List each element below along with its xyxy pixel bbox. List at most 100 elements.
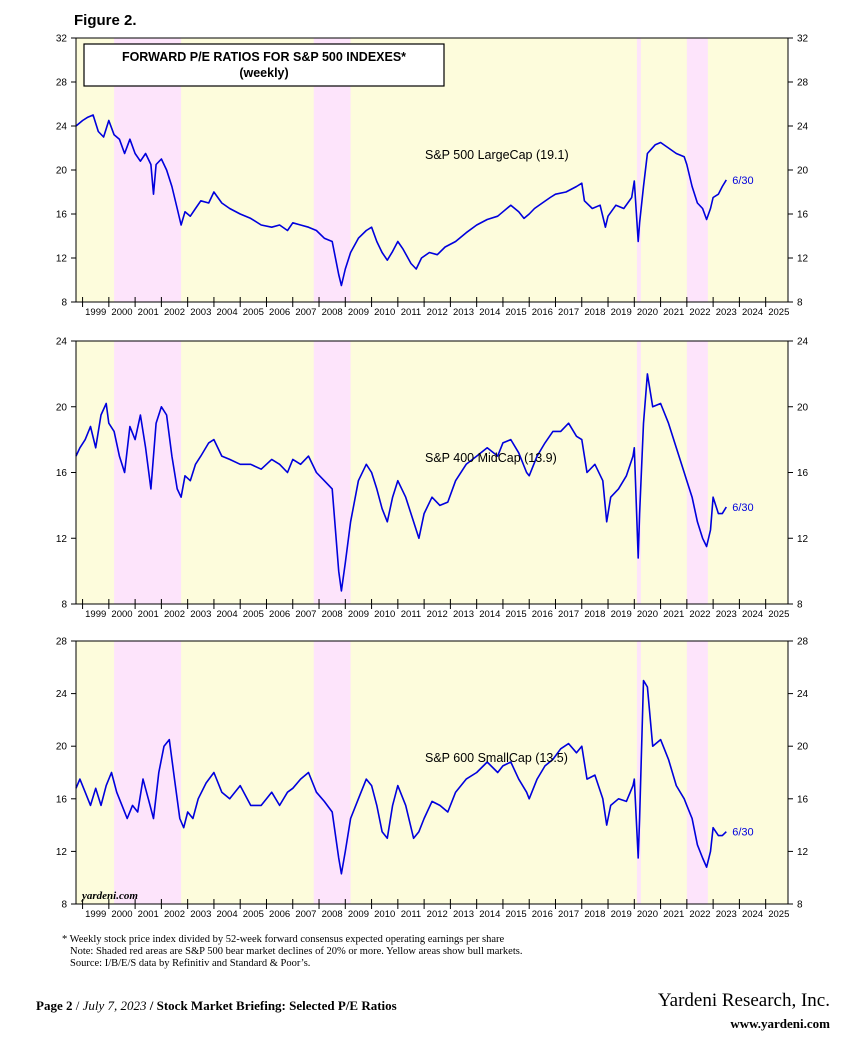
xtick-label-2020: 2020 xyxy=(637,609,658,620)
xtick-label-2005: 2005 xyxy=(243,909,264,920)
ytick-label-left-16: 16 xyxy=(56,794,68,805)
ytick-label-right-12: 12 xyxy=(797,847,809,858)
xtick-label-1999: 1999 xyxy=(85,909,106,920)
ytick-label-left-32: 32 xyxy=(56,34,68,45)
ytick-label-right-12: 12 xyxy=(797,534,809,545)
xtick-label-2003: 2003 xyxy=(190,307,211,318)
bear-period-3 xyxy=(686,641,708,904)
xtick-label-2019: 2019 xyxy=(611,307,632,318)
ytick-label-right-24: 24 xyxy=(797,337,809,348)
xtick-label-2019: 2019 xyxy=(611,909,632,920)
bear-period-1 xyxy=(313,641,351,904)
xtick-label-2020: 2020 xyxy=(637,307,658,318)
ytick-label-right-12: 12 xyxy=(797,254,809,265)
ytick-label-right-8: 8 xyxy=(797,900,803,911)
xtick-label-2002: 2002 xyxy=(164,307,185,318)
bear-period-1 xyxy=(313,341,351,604)
xtick-label-2015: 2015 xyxy=(506,609,527,620)
bear-period-3 xyxy=(686,38,708,302)
xtick-label-2016: 2016 xyxy=(532,307,553,318)
ytick-label-right-8: 8 xyxy=(797,298,803,309)
series-line xyxy=(75,373,727,592)
bear-period-2 xyxy=(636,641,641,904)
xtick-label-2001: 2001 xyxy=(138,609,159,620)
ytick-label-left-16: 16 xyxy=(56,210,68,221)
xtick-label-2024: 2024 xyxy=(742,609,763,620)
series-label: S&P 600 SmallCap (13.5) xyxy=(425,751,568,765)
xtick-label-2021: 2021 xyxy=(663,909,684,920)
xtick-label-2023: 2023 xyxy=(716,609,737,620)
xtick-label-2018: 2018 xyxy=(584,307,605,318)
xtick-label-2007: 2007 xyxy=(295,307,316,318)
xtick-label-2018: 2018 xyxy=(584,609,605,620)
xtick-label-2006: 2006 xyxy=(269,609,290,620)
bear-period-2 xyxy=(636,38,641,302)
ytick-label-left-8: 8 xyxy=(61,298,67,309)
bull-background xyxy=(76,341,788,604)
ytick-label-left-28: 28 xyxy=(56,637,68,648)
ytick-label-right-16: 16 xyxy=(797,794,809,805)
xtick-label-2010: 2010 xyxy=(374,307,395,318)
xtick-label-2025: 2025 xyxy=(768,909,789,920)
plot-frame xyxy=(75,340,789,605)
xtick-label-2013: 2013 xyxy=(453,609,474,620)
xtick-label-2003: 2003 xyxy=(190,909,211,920)
ytick-label-left-12: 12 xyxy=(56,534,68,545)
xtick-label-2021: 2021 xyxy=(663,609,684,620)
xtick-label-2004: 2004 xyxy=(216,307,237,318)
xtick-label-2013: 2013 xyxy=(453,307,474,318)
xtick-label-2000: 2000 xyxy=(111,609,132,620)
xtick-label-2011: 2011 xyxy=(401,609,421,620)
xtick-label-2002: 2002 xyxy=(164,609,185,620)
figure-label: Figure 2. xyxy=(74,12,137,29)
end-label: 6/30 xyxy=(732,827,753,839)
ytick-label-right-8: 8 xyxy=(797,600,803,611)
xtick-label-2017: 2017 xyxy=(558,609,579,620)
xtick-label-2025: 2025 xyxy=(768,307,789,318)
bull-background xyxy=(76,641,788,904)
footer-website: www.yardeni.com xyxy=(730,1016,830,1031)
footer-date: July 7, 2023 xyxy=(82,998,147,1013)
ytick-label-left-24: 24 xyxy=(56,122,68,133)
xtick-label-2010: 2010 xyxy=(374,609,395,620)
xtick-label-2024: 2024 xyxy=(742,307,763,318)
xtick-label-2011: 2011 xyxy=(401,307,421,318)
ytick-label-left-12: 12 xyxy=(56,847,68,858)
xtick-label-2022: 2022 xyxy=(689,609,710,620)
footer-company: Yardeni Research, Inc. xyxy=(657,990,830,1011)
xtick-label-2001: 2001 xyxy=(138,307,159,318)
ytick-label-left-20: 20 xyxy=(56,402,68,413)
ytick-label-right-20: 20 xyxy=(797,166,809,177)
xtick-label-2008: 2008 xyxy=(322,609,343,620)
xtick-label-2014: 2014 xyxy=(479,307,500,318)
ytick-label-left-28: 28 xyxy=(56,78,68,89)
xtick-label-2015: 2015 xyxy=(506,307,527,318)
ytick-label-right-28: 28 xyxy=(797,78,809,89)
xtick-label-2003: 2003 xyxy=(190,609,211,620)
ytick-label-left-24: 24 xyxy=(56,689,68,700)
xtick-label-2014: 2014 xyxy=(479,609,500,620)
xtick-label-2017: 2017 xyxy=(558,909,579,920)
xtick-label-2015: 2015 xyxy=(506,909,527,920)
xtick-label-2005: 2005 xyxy=(243,307,264,318)
xtick-label-2018: 2018 xyxy=(584,909,605,920)
xtick-label-2010: 2010 xyxy=(374,909,395,920)
xtick-label-2006: 2006 xyxy=(269,909,290,920)
xtick-label-2012: 2012 xyxy=(427,609,448,620)
series-line xyxy=(75,114,727,287)
ytick-label-right-32: 32 xyxy=(797,34,809,45)
ytick-label-right-28: 28 xyxy=(797,637,809,648)
xtick-label-1999: 1999 xyxy=(85,609,106,620)
ytick-label-left-24: 24 xyxy=(56,337,68,348)
xtick-label-2021: 2021 xyxy=(663,307,684,318)
ytick-label-left-16: 16 xyxy=(56,468,68,479)
chart-title: FORWARD P/E RATIOS FOR S&P 500 INDEXES* xyxy=(122,50,406,64)
xtick-label-2000: 2000 xyxy=(111,909,132,920)
series-label: S&P 400 MidCap (13.9) xyxy=(425,451,557,465)
footer-page: Page 2 xyxy=(36,998,73,1013)
xtick-label-2004: 2004 xyxy=(216,909,237,920)
xtick-label-2002: 2002 xyxy=(164,909,185,920)
footnote-line-3: Source: I/B/E/S data by Refinitiv and St… xyxy=(70,958,311,969)
title-box xyxy=(83,43,445,87)
